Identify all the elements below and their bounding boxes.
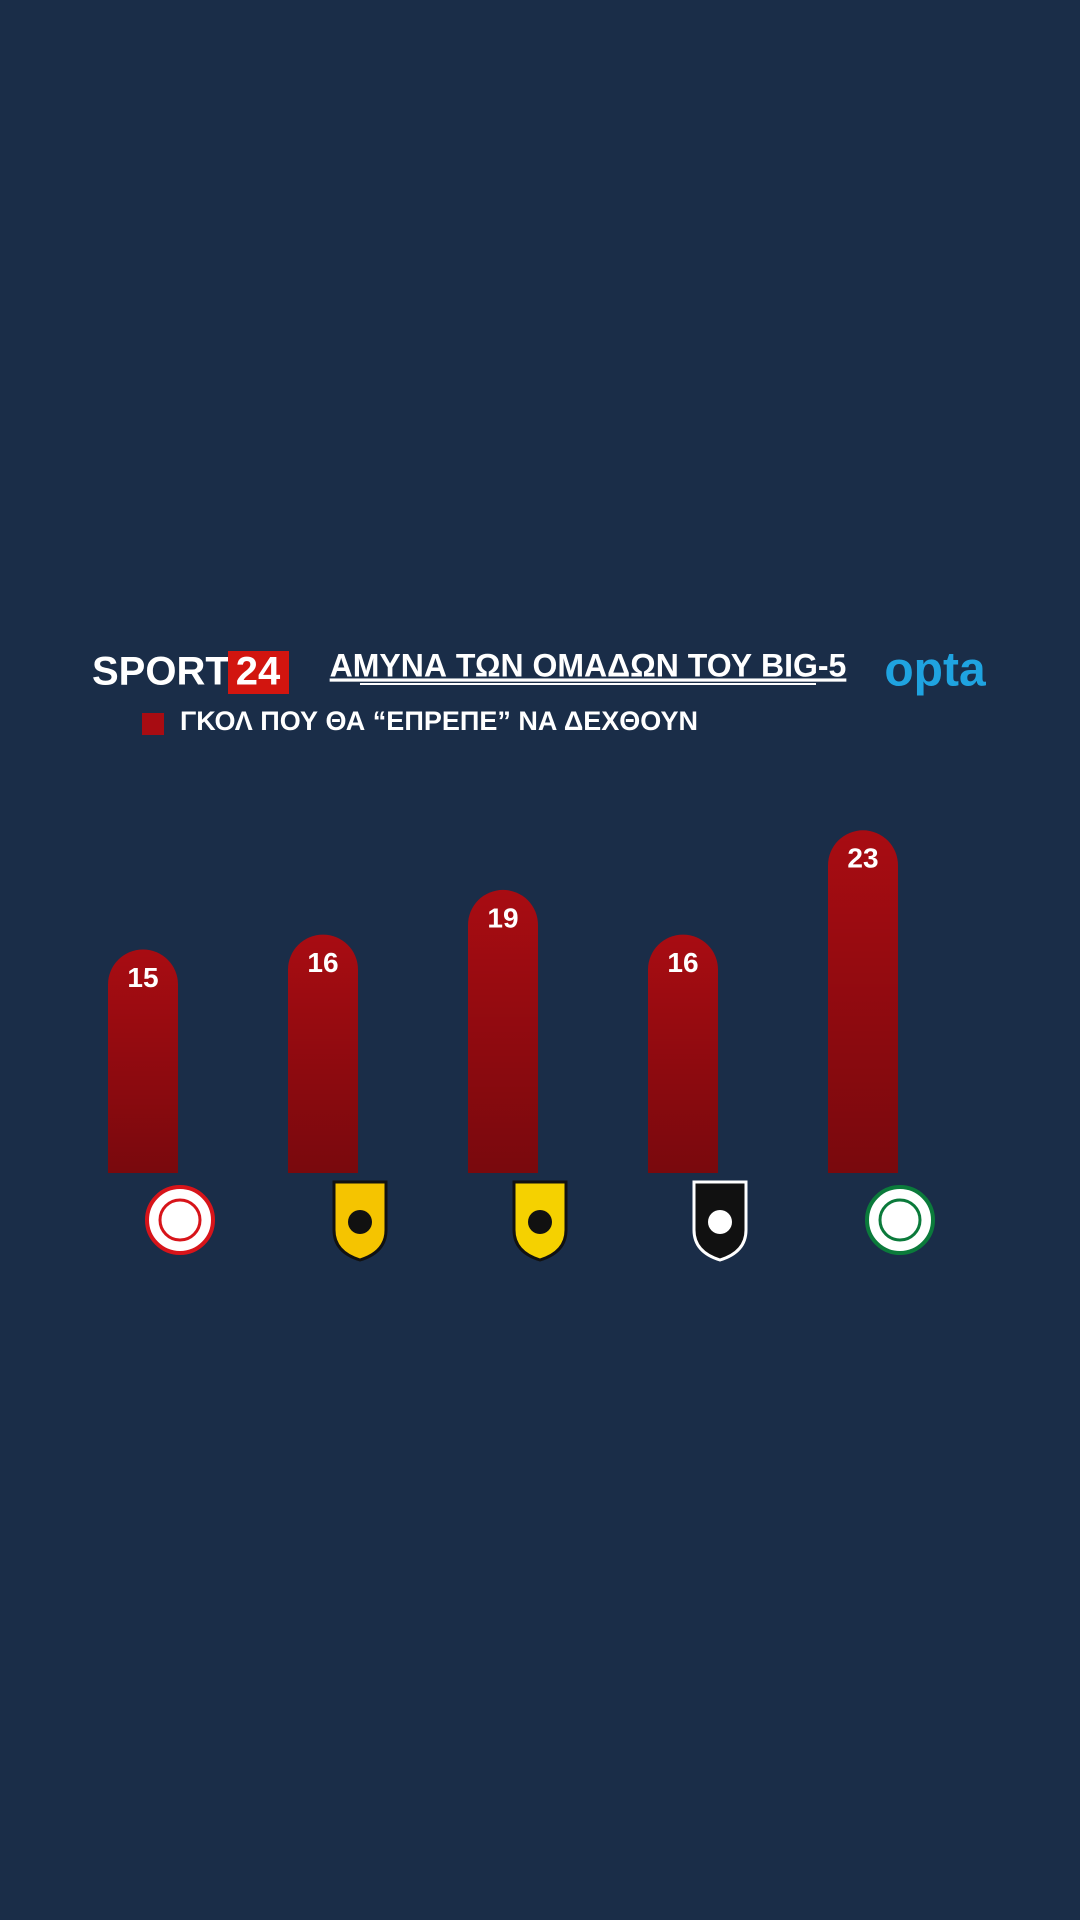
bar-shade: [468, 889, 538, 1173]
value-label: 16: [307, 947, 338, 978]
value-label: 16: [667, 947, 698, 978]
value-label: 19: [487, 902, 518, 933]
team-logo-inner: [878, 1198, 922, 1242]
team-logo-inner: [158, 1198, 202, 1242]
bar-shade: [288, 934, 358, 1173]
bar-shade: [108, 949, 178, 1173]
team-logo-inner: [348, 1210, 372, 1234]
team-logo: [145, 1185, 215, 1255]
chart-title: ΑΜΥΝΑ ΤΩΝ ΟΜΑΔΩΝ ΤΟΥ BIG-5: [330, 647, 847, 683]
legend-swatch: [142, 713, 164, 735]
source-logo: opta: [884, 644, 986, 697]
legend-label: ΓΚΟΛ ΠΟΥ ΘΑ “ΕΠΡΕΠΕ” ΝΑ ΔΕΧΘΟΥΝ: [180, 706, 698, 736]
team-logo-inner: [708, 1210, 732, 1234]
brand-logo: SPORT: [92, 650, 230, 694]
brand-box: [228, 651, 289, 694]
team-logo: [865, 1185, 935, 1255]
value-label: 23: [847, 843, 878, 874]
brand-number: 24: [236, 650, 281, 694]
bar-shade: [648, 934, 718, 1173]
value-label: 15: [127, 962, 158, 993]
team-logo-inner: [528, 1210, 552, 1234]
bar-shade: [828, 830, 898, 1173]
